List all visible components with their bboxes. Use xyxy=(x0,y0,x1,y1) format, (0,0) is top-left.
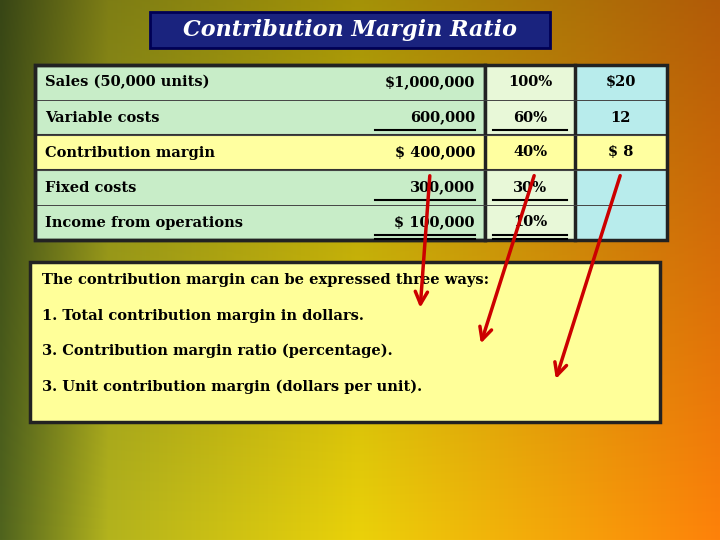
Bar xyxy=(485,65,575,240)
Text: 100%: 100% xyxy=(508,76,552,90)
Bar xyxy=(575,65,667,240)
Text: $ 100,000: $ 100,000 xyxy=(395,215,475,230)
Text: The contribution margin can be expressed three ways:: The contribution margin can be expressed… xyxy=(42,273,489,287)
Text: Income from operations: Income from operations xyxy=(45,215,243,230)
Text: 30%: 30% xyxy=(513,180,547,194)
Text: Fixed costs: Fixed costs xyxy=(45,180,136,194)
Text: 10%: 10% xyxy=(513,215,547,230)
Text: 60%: 60% xyxy=(513,111,547,125)
Text: 12: 12 xyxy=(611,111,631,125)
Text: 40%: 40% xyxy=(513,145,547,159)
Bar xyxy=(30,262,660,422)
Text: Variable costs: Variable costs xyxy=(45,111,160,125)
Bar xyxy=(35,135,667,170)
Text: 300,000: 300,000 xyxy=(410,180,475,194)
Text: $ 8: $ 8 xyxy=(608,145,634,159)
Bar xyxy=(35,65,667,240)
Text: 3. Unit contribution margin (dollars per unit).: 3. Unit contribution margin (dollars per… xyxy=(42,380,422,394)
Text: Contribution margin: Contribution margin xyxy=(45,145,215,159)
Bar xyxy=(150,12,550,48)
Text: $1,000,000: $1,000,000 xyxy=(384,76,475,90)
Text: $20: $20 xyxy=(606,76,636,90)
Text: Contribution Margin Ratio: Contribution Margin Ratio xyxy=(183,19,517,41)
Text: 3. Contribution margin ratio (percentage).: 3. Contribution margin ratio (percentage… xyxy=(42,344,392,359)
Bar xyxy=(35,65,485,240)
Text: $ 400,000: $ 400,000 xyxy=(395,145,475,159)
Text: 600,000: 600,000 xyxy=(410,111,475,125)
Text: Sales (50,000 units): Sales (50,000 units) xyxy=(45,76,210,90)
Text: 1. Total contribution margin in dollars.: 1. Total contribution margin in dollars. xyxy=(42,308,364,322)
